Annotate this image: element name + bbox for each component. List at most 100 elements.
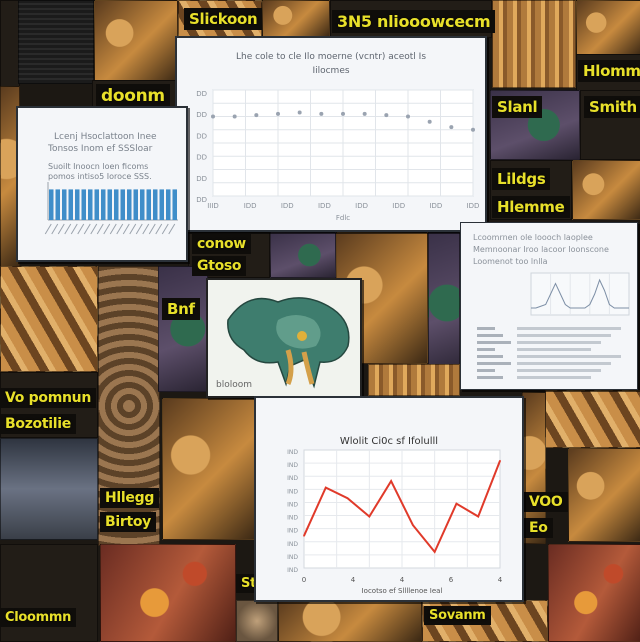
data-point: [232, 114, 237, 119]
x-tick-mark: [148, 223, 156, 235]
panel-text-line: Suoilt Inoocn loen ficoms: [48, 162, 149, 171]
data-point: [276, 111, 280, 116]
photo-tile: [278, 600, 422, 642]
bar: [146, 189, 151, 220]
bar: [68, 189, 73, 220]
bar: [133, 189, 138, 220]
data-point: [362, 111, 367, 116]
x-tick-mark: [161, 223, 169, 235]
doc-text-placeholder: [477, 334, 503, 337]
doc-text-placeholder: [477, 341, 511, 344]
x-tick-label: 6: [449, 576, 454, 584]
chart-title: Wlolit Ci0c sf Ifolulll: [339, 436, 439, 447]
doc-text-placeholder: [477, 369, 495, 372]
photo-tile: [0, 438, 98, 540]
x-tick-label: IIID: [207, 202, 219, 210]
series-line: [531, 278, 629, 309]
x-tick-mark: [51, 223, 59, 235]
banner-label: doonm: [96, 84, 170, 108]
x-tick-mark: [122, 223, 130, 235]
photo-panel-middle: bloloom: [206, 278, 362, 398]
x-tick-mark: [70, 223, 78, 235]
photo-tile: [270, 232, 336, 278]
photo-tile: [0, 544, 98, 642]
chart-panel-left: Lcenj Hsoclattoon Inee Tonsos Inom ef SS…: [16, 106, 188, 262]
data-point: [412, 524, 414, 526]
data-point: [368, 515, 371, 518]
banner-label: Bozotilie: [0, 414, 76, 434]
x-tick-mark: [155, 223, 163, 235]
bar: [140, 189, 145, 220]
bar: [75, 189, 80, 220]
photo-tile: [162, 398, 256, 540]
x-tick-mark: [96, 223, 104, 235]
document-panel-right: Lcoomrnen ole loooch laoplee Memnoonar I…: [460, 222, 638, 390]
bar: [107, 189, 112, 220]
doc-text-placeholder: [517, 348, 591, 351]
bar: [166, 189, 171, 220]
data-point: [477, 515, 480, 518]
bar: [120, 189, 125, 220]
panel-text-line: Loomenot too lnlla: [473, 257, 548, 266]
data-point: [319, 111, 324, 116]
banner-label: Hlomm: [578, 60, 640, 82]
photo-tile: [572, 160, 640, 220]
x-tick-mark: [103, 223, 111, 235]
photo-tile: [94, 0, 178, 82]
photo-tile: [0, 0, 20, 88]
data-point: [455, 502, 458, 505]
x-tick-mark: [116, 223, 124, 235]
banner-label: 3N5 nliooowcecm: [332, 10, 496, 33]
panel-text-line: Memnoonar Iroo lacoor Ioonscone: [473, 245, 609, 254]
y-tick-label: IND: [287, 462, 298, 469]
banner-label: Hllegg: [100, 488, 160, 508]
photo-tile: [100, 544, 236, 642]
chart-panel-bottom: Wlolit Ci0c sf Ifolulll IND IND IND IND IND I…: [254, 396, 524, 602]
chart-title: Lhe cole to cle Ilo moerne (vcntr) aceot…: [235, 52, 427, 62]
x-tick-label: IDD: [429, 202, 442, 210]
bar: [127, 189, 132, 220]
bar: [153, 189, 158, 220]
panel-text-line: Lcenj Hsoclattoon Inee: [54, 132, 157, 142]
panel-text-line: Tonsos Inom ef SSSloar: [48, 144, 153, 154]
bar: [172, 189, 177, 220]
banner-label: Eo: [524, 518, 553, 538]
line-chart-right: [477, 272, 630, 379]
doc-text-placeholder: [517, 376, 591, 379]
y-tick-label: IND: [287, 449, 298, 456]
banner-label: Hlemme: [492, 196, 570, 218]
x-tick-mark: [135, 223, 143, 235]
x-tick-mark: [142, 223, 150, 235]
photo-tile: [158, 266, 208, 392]
y-tick-label: DD: [196, 90, 207, 98]
x-tick-label: 0: [302, 576, 306, 584]
doc-text-placeholder: [477, 376, 503, 379]
banner-label: VOO: [524, 492, 568, 512]
x-tick-mark: [90, 223, 98, 235]
data-point: [297, 110, 302, 115]
doc-text-placeholder: [517, 355, 621, 358]
y-tick-label: IND: [287, 488, 298, 495]
x-axis-title: Iocotso ef Sllllenoe Ieal: [362, 587, 443, 595]
x-tick-label: IDD: [355, 202, 368, 210]
data-point: [324, 486, 327, 489]
panel-text-line: Lcoomrnen ole loooch laoplee: [473, 233, 593, 242]
y-tick-label: IND: [287, 567, 298, 574]
banner-label: Slanl: [492, 96, 543, 118]
doc-text-placeholder: [477, 327, 495, 330]
data-point: [346, 497, 349, 500]
photo-tile: [18, 0, 94, 84]
data-point: [471, 127, 475, 132]
data-point: [303, 535, 305, 537]
x-axis-title: Fdlc: [336, 214, 350, 222]
doc-text-placeholder: [517, 369, 601, 372]
y-tick-label: IND: [287, 541, 298, 548]
data-point: [384, 113, 389, 118]
x-tick-label: 4: [351, 576, 356, 584]
x-tick-label: 4: [498, 576, 503, 584]
x-tick-label: 4: [400, 576, 405, 584]
photo-tile: [236, 600, 278, 642]
x-tick-mark: [77, 223, 85, 235]
y-tick-label: DD: [196, 154, 207, 162]
